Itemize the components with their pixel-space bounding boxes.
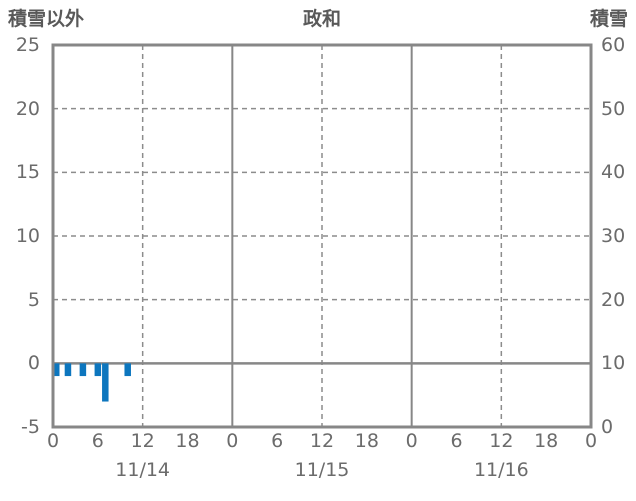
chart-title: 政和: [302, 8, 341, 30]
x-axis-tick: 18: [354, 430, 379, 452]
left-axis-tick: 5: [27, 288, 40, 311]
left-axis-tick: 10: [15, 225, 40, 247]
x-axis-tick: 18: [175, 430, 200, 452]
x-axis-tick: 12: [489, 430, 514, 452]
x-axis-date: 11/14: [115, 459, 171, 481]
x-axis-tick: 0: [405, 430, 418, 452]
x-axis-tick: 0: [226, 430, 239, 452]
x-axis-tick: 12: [130, 430, 155, 452]
left-axis-tick: 20: [15, 97, 40, 120]
right-axis-tick: 0: [601, 416, 614, 438]
x-axis-tick: 12: [309, 430, 335, 452]
x-axis-date: 11/15: [294, 459, 350, 481]
right-axis-tick: 20: [601, 288, 626, 311]
right-axis-tick: 30: [601, 225, 626, 247]
x-axis-tick: 6: [91, 430, 104, 452]
left-axis-tick: 25: [15, 34, 40, 56]
left-axis-tick: 15: [15, 161, 40, 184]
right-axis-title: 積雪: [589, 8, 628, 30]
left-axis-title: 積雪以外: [8, 8, 85, 30]
right-axis-tick: 40: [601, 161, 626, 184]
right-axis-tick: 10: [601, 352, 626, 375]
right-axis-tick: 60: [601, 34, 626, 56]
x-axis-tick: 0: [46, 430, 60, 452]
left-axis-tick: -5: [21, 416, 40, 438]
x-axis-tick: 6: [450, 430, 463, 452]
x-axis-tick: 6: [271, 430, 284, 452]
x-axis-tick: 0: [584, 430, 598, 452]
right-axis-tick: 50: [601, 97, 626, 120]
x-axis-tick: 18: [534, 430, 559, 452]
x-axis-date: 11/16: [473, 459, 529, 481]
left-axis-tick: 0: [27, 352, 40, 375]
